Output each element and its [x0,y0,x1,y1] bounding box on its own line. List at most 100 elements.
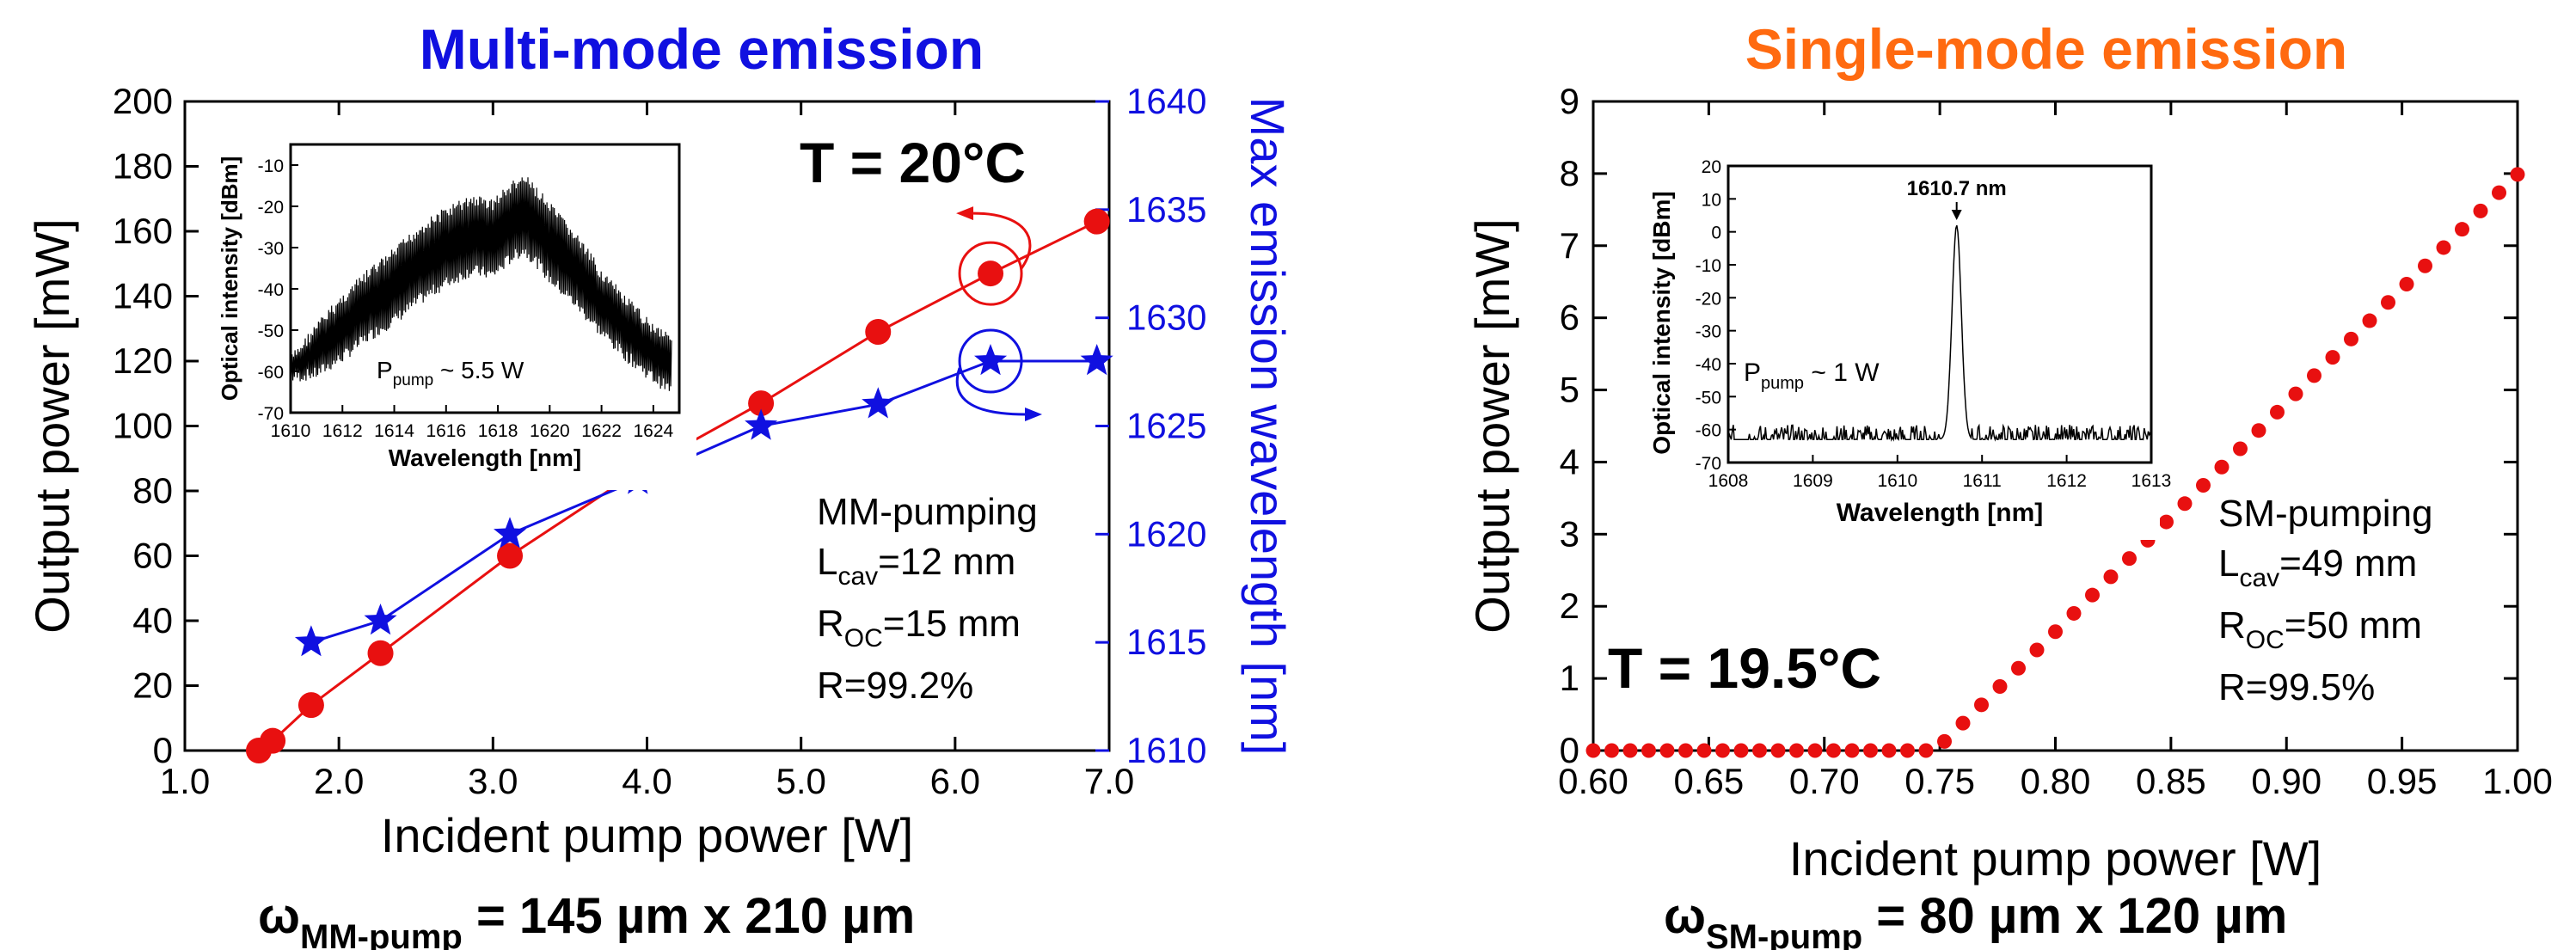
right-power-point [2085,587,2100,603]
left-power-point [497,542,524,569]
right-y-tick-label: 4 [1560,441,1579,481]
right-param-roc: ROC=50 mm [2218,604,2422,654]
red-axis-arrow [973,211,1032,269]
right-power-point [2344,331,2358,346]
left-inset-x-tick-label: 1614 [374,421,414,441]
left-y-tick-label: 140 [113,276,173,316]
left-x-axis-label: Incident pump power [W] [381,808,913,862]
right-x-tick-label: 0.70 [1789,761,1860,801]
left-y2-tick-label: 1620 [1126,513,1206,554]
right-y-tick-label: 3 [1560,513,1579,554]
right-power-point [1770,743,1786,758]
left-inset-x-tick-label: 1612 [322,421,363,441]
left-inset-y-axis-label: Optical intensity [dBm] [217,156,242,401]
left-x-tick-label: 4.0 [622,761,672,801]
right-power-point [1752,743,1767,758]
left-wavelength-point [745,408,778,440]
right-power-point [1678,743,1693,758]
left-y2-tick-label: 1610 [1126,730,1206,770]
right-power-point [1789,743,1804,758]
left-y-tick-label: 100 [113,406,173,446]
right-power-point [2455,222,2469,237]
right-inset-y-tick-label: -50 [1696,388,1721,408]
right-footer-waist: ωSM-pump = 80 µm x 120 µm [1664,888,2287,950]
left-param-lcav: Lcav=12 mm [817,541,1015,591]
right-x-tick-label: 0.85 [2136,761,2206,801]
left-y2-tick-label: 1640 [1126,81,1206,121]
red-highlight-ring [958,241,1023,306]
left-inset-y-tick-label: -10 [258,156,284,176]
right-inset-y-tick-label: -40 [1696,355,1721,375]
right-inset-pump-label-sub: pump [1761,374,1804,393]
left-power-point [978,260,1004,287]
left-power-point [1083,208,1110,235]
right-chart: 0.60 0.65 0.70 0.75 0.80 0.85 0.90 0.95 1.00 0 1 2 3… [1465,81,2553,886]
right-power-point [2011,660,2026,676]
right-panel-heading: Single-mode emission [1745,17,2347,81]
right-x-tick-label: 0.75 [1904,761,1975,801]
left-y-tick-label: 160 [113,211,173,251]
right-inset-y-tick-label: 10 [1702,190,1721,210]
right-power-point [2159,514,2174,530]
red-arrow-head [956,206,974,221]
right-inset-y-tick-label: -30 [1696,322,1721,342]
left-y-tick-label: 80 [132,470,173,511]
right-inset-x-tick-label: 1612 [2046,471,2087,491]
right-inset-x-tick-label: 1610 [1877,471,1917,491]
right-inset-x-tick-label: 1609 [1793,471,1833,491]
left-y-tick-label: 180 [113,146,173,187]
right-x-tick-label: 0.60 [1558,761,1628,801]
blue-highlight-ring [958,328,1023,394]
left-footer-waist: ωMM-pump = 145 µm x 210 µm [258,888,915,950]
right-x-tick-label: 0.90 [2251,761,2321,801]
blue-arrow-head [1025,408,1043,421]
left-x-tick-label: 7.0 [1084,761,1134,801]
right-power-point [2473,203,2488,218]
right-power-point [1604,743,1619,758]
right-inset-peak-label: 1610.7 nm [1907,177,2007,200]
right-inset-y-tick-label: -70 [1696,454,1721,474]
left-y2-tick-label: 1625 [1126,406,1206,446]
right-inset-x-axis-label: Wavelength [nm] [1837,499,2044,527]
left-param-pumping: MM-pumping [817,491,1038,533]
right-power-point [2307,368,2321,383]
left-panel-heading: Multi-mode emission [420,17,984,81]
right-y-axis-label: Output power [mW] [1465,218,1519,633]
left-wavelength-point [1080,344,1113,376]
right-power-point [2510,167,2525,182]
right-power-point [1696,743,1712,758]
left-wavelength-point [494,517,527,549]
right-power-point [2103,569,2119,585]
left-inset-x-axis-label: Wavelength [nm] [389,444,582,471]
right-power-point [2418,258,2432,273]
right-power-point [2381,295,2395,310]
right-inset-y-tick-label: -20 [1696,289,1721,309]
right-inset-peak-arrow-head [1951,210,1962,220]
left-inset-pump-label-base: P [377,357,393,383]
left-x-tick-label: 5.0 [776,761,825,801]
right-power-point [1881,743,1897,758]
left-inset-x-tick-label: 1620 [530,421,570,441]
left-x-tick-label: 1.0 [160,761,210,801]
right-inset-x-tick-label: 1613 [2131,471,2172,491]
right-power-point [2048,624,2063,640]
right-power-point [1937,733,1952,749]
left-x-tick-label: 3.0 [468,761,518,801]
right-y-tick-label: 9 [1560,81,1579,121]
left-inset-x-tick-label: 1616 [426,421,466,441]
right-power-point [2399,277,2414,292]
right-power-point [2233,441,2248,457]
right-inset-chart: 1608 1609 1610 1611 1612 1613 -70 -60 -50 -40 -30 -… [1642,149,2171,540]
left-inset-y-tick-label: -60 [258,363,284,383]
left-inset-chart: 1610 1612 1614 1616 1618 1620 1622 1624 -70 -60 -5… [205,127,696,490]
right-inset-pump-label-base: P [1744,359,1761,387]
left-inset-pump-label: Ppump ~ 5.5 W [377,357,524,389]
left-y-axis-label: Output power [mW] [25,218,79,633]
left-wavelength-point [364,604,397,635]
left-power-series-line [258,220,1098,752]
left-y2-tick-label: 1635 [1126,189,1206,230]
left-inset-y-tick-label: -50 [258,322,284,341]
left-inset-x-tick-label: 1610 [271,421,311,441]
left-inset-x-tick-label: 1622 [581,421,622,441]
left-wavelength-series-line [310,359,1097,644]
